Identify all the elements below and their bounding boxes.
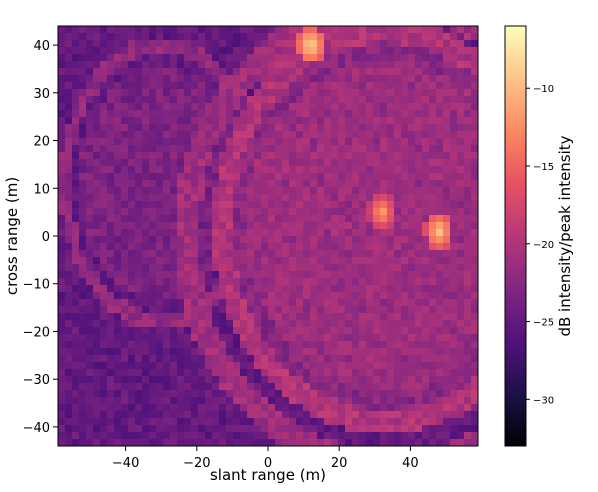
x-axis: −40 −20 0 20 40 — [112, 446, 419, 471]
y-tick-label: 20 — [33, 135, 50, 150]
x-tick-label: 20 — [331, 456, 348, 471]
colorbar-tick-label: −30 — [533, 395, 554, 406]
y-tick-label: 30 — [33, 87, 50, 102]
colorbar: −30 −25 −20 −15 −10 — [504, 25, 554, 447]
y-axis: −40 −30 −20 −10 0 10 20 30 40 — [23, 39, 58, 436]
plot-area: −40 −20 0 20 40 −40 −30 −20 −10 0 10 20 30 40 — [23, 25, 479, 471]
colorbar-tick-label: −20 — [533, 240, 554, 251]
colorbar-label: dB intensity/peak intensity — [556, 135, 574, 336]
colorbar-tick-label: −15 — [533, 162, 554, 173]
x-tick-label: −40 — [112, 456, 139, 471]
y-axis-label: cross range (m) — [3, 177, 21, 295]
y-tick-label: −20 — [23, 325, 50, 340]
colorbar-tick-label: −25 — [533, 318, 554, 329]
y-tick-label: −10 — [23, 278, 50, 293]
y-tick-label: −40 — [23, 421, 50, 436]
y-tick-label: 10 — [33, 182, 50, 197]
y-tick-label: 40 — [33, 39, 50, 54]
colorbar-tick-label: −10 — [533, 84, 554, 95]
x-tick-label: −20 — [183, 456, 210, 471]
heatmap-image — [58, 26, 478, 446]
colorbar-ticks: −30 −25 −20 −15 −10 — [526, 84, 554, 406]
y-tick-label: −30 — [23, 373, 50, 388]
x-tick-label: 0 — [264, 456, 272, 471]
y-tick-label: 0 — [42, 230, 50, 245]
x-axis-label: slant range (m) — [210, 466, 326, 484]
x-tick-label: 40 — [402, 456, 419, 471]
colorbar-gradient — [504, 25, 527, 447]
